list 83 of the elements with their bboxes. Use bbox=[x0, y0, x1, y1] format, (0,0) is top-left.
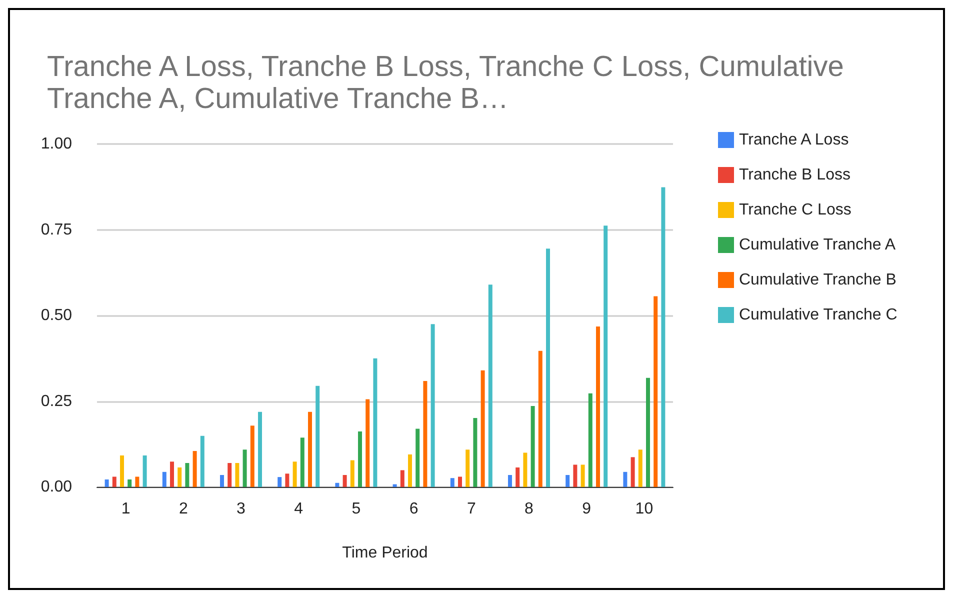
x-tick-label: 9 bbox=[582, 500, 592, 518]
bar bbox=[228, 462, 232, 487]
bar bbox=[538, 350, 542, 487]
bar bbox=[350, 460, 354, 487]
bar bbox=[220, 474, 224, 487]
y-tick-label: 0.00 bbox=[40, 478, 72, 496]
bar bbox=[392, 484, 397, 487]
bar bbox=[250, 426, 254, 487]
bar bbox=[178, 467, 182, 487]
bar bbox=[308, 412, 312, 487]
bar bbox=[373, 358, 378, 487]
bar bbox=[285, 474, 290, 487]
bar bbox=[142, 455, 147, 487]
bar bbox=[523, 452, 528, 487]
bar bbox=[300, 438, 304, 487]
x-tick-label: 4 bbox=[294, 500, 304, 518]
bar bbox=[258, 412, 262, 487]
x-tick-label: 3 bbox=[236, 500, 246, 518]
bar bbox=[488, 284, 492, 487]
bar bbox=[416, 428, 420, 487]
legend-label: Tranche A Loss bbox=[739, 132, 849, 148]
bar bbox=[185, 462, 190, 487]
legend-label: Tranche B Loss bbox=[739, 166, 850, 184]
bar bbox=[120, 455, 124, 487]
bar bbox=[450, 478, 454, 487]
x-tick-label: 1 bbox=[121, 500, 130, 518]
y-tick-label: 0.50 bbox=[40, 307, 72, 324]
legend-label: Tranche C Loss bbox=[739, 202, 852, 218]
bar bbox=[588, 393, 592, 487]
bar bbox=[358, 431, 362, 487]
bar bbox=[342, 474, 347, 487]
bar bbox=[112, 476, 116, 487]
bar bbox=[646, 378, 650, 487]
x-tick-label: 5 bbox=[352, 500, 361, 518]
x-tick-label: 7 bbox=[466, 500, 476, 518]
x-tick-label: 8 bbox=[524, 500, 534, 518]
bar bbox=[630, 457, 635, 487]
bar bbox=[162, 472, 166, 487]
bar bbox=[104, 479, 109, 487]
legend-label: Cumulative Tranche C bbox=[739, 306, 898, 324]
bar bbox=[423, 381, 428, 487]
bar bbox=[278, 477, 282, 487]
bar bbox=[623, 472, 628, 487]
bar bbox=[473, 418, 478, 487]
bar bbox=[170, 462, 174, 487]
bar bbox=[292, 462, 297, 487]
bar bbox=[580, 464, 585, 487]
bar bbox=[604, 226, 608, 487]
bar bbox=[546, 248, 550, 487]
bar bbox=[654, 296, 658, 487]
bar bbox=[573, 464, 578, 487]
bar bbox=[200, 436, 204, 487]
bar bbox=[128, 479, 132, 487]
y-tick-label: 1.00 bbox=[40, 136, 72, 152]
bar bbox=[408, 454, 412, 487]
bar bbox=[458, 476, 462, 487]
chart-title: Tranche A Loss, Tranche B Loss, Tranche C Loss, Cumulative Tranche A, Cumulative Tranche B… bbox=[47, 51, 852, 115]
bar bbox=[235, 462, 240, 487]
bar bbox=[661, 187, 666, 487]
bar bbox=[516, 467, 520, 487]
legend-label: Cumulative Tranche A bbox=[739, 236, 896, 254]
bar bbox=[638, 450, 642, 487]
x-tick-label: 2 bbox=[178, 500, 188, 518]
bar bbox=[400, 470, 404, 487]
y-tick-label: 0.25 bbox=[40, 392, 72, 410]
bar bbox=[430, 324, 435, 487]
bar bbox=[566, 474, 570, 487]
bar bbox=[242, 450, 247, 487]
bar bbox=[366, 399, 370, 487]
legend-label: Cumulative Tranche B bbox=[739, 272, 896, 288]
bar bbox=[480, 370, 485, 487]
bar bbox=[596, 326, 600, 487]
x-axis-title: Time Period bbox=[342, 544, 428, 562]
bar bbox=[192, 450, 197, 487]
bar bbox=[530, 406, 535, 487]
y-tick-label: 0.75 bbox=[40, 221, 72, 238]
bar bbox=[508, 474, 512, 487]
bar bbox=[466, 450, 470, 487]
x-tick-label: 10 bbox=[635, 500, 654, 518]
bar bbox=[335, 482, 340, 487]
bar bbox=[316, 386, 320, 487]
x-tick-label: 6 bbox=[409, 500, 418, 518]
bar bbox=[135, 476, 140, 487]
